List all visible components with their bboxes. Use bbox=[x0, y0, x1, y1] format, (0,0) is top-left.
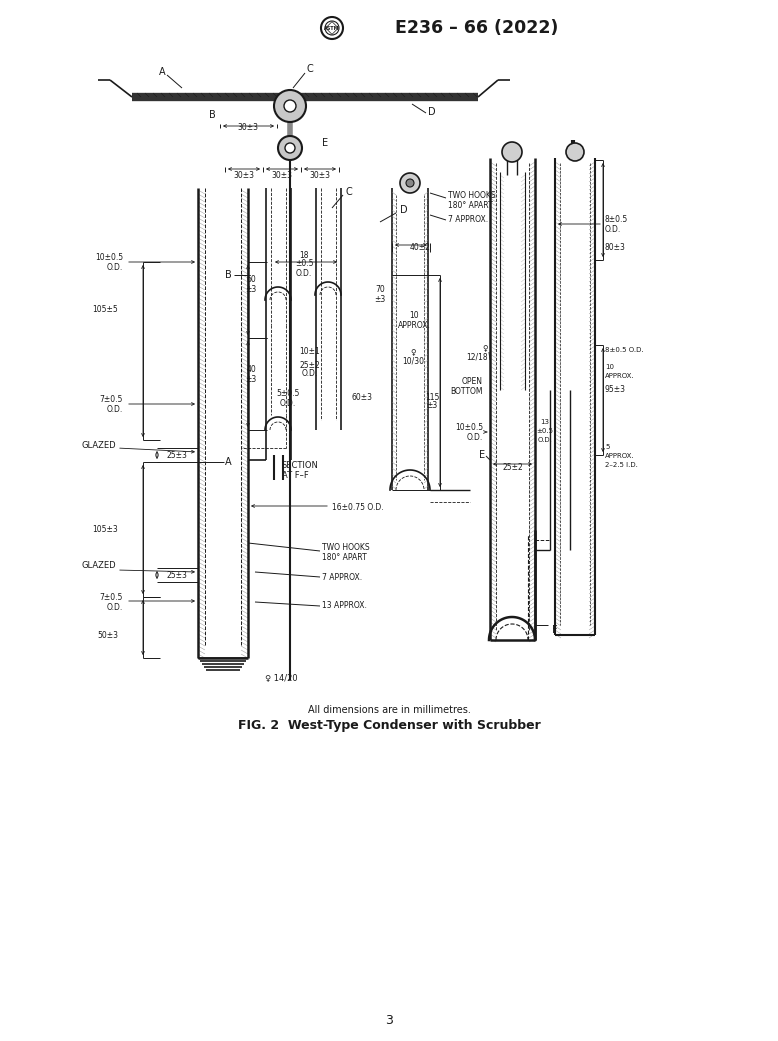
Text: 30±3: 30±3 bbox=[233, 171, 254, 179]
Text: 25±2: 25±2 bbox=[300, 360, 321, 370]
Text: 105±3: 105±3 bbox=[93, 526, 118, 534]
Text: O.D.: O.D. bbox=[107, 405, 123, 413]
Text: GLAZED: GLAZED bbox=[82, 440, 116, 450]
Text: 13: 13 bbox=[541, 418, 549, 425]
Text: 10±0.5: 10±0.5 bbox=[455, 424, 483, 432]
Text: TWO HOOKS: TWO HOOKS bbox=[322, 543, 370, 553]
Text: 16±0.75 O.D.: 16±0.75 O.D. bbox=[332, 504, 384, 512]
Text: 115: 115 bbox=[425, 392, 440, 402]
Text: 10±1: 10±1 bbox=[300, 348, 321, 356]
Text: 7 APPROX.: 7 APPROX. bbox=[448, 215, 488, 225]
Text: F: F bbox=[552, 625, 558, 635]
Text: 30±3: 30±3 bbox=[237, 124, 258, 132]
Text: O.D.: O.D. bbox=[467, 432, 483, 441]
Text: B: B bbox=[209, 110, 216, 120]
Text: O.D.: O.D. bbox=[296, 269, 312, 278]
Text: 2–2.5 I.D.: 2–2.5 I.D. bbox=[605, 462, 638, 468]
Text: 13 APPROX.: 13 APPROX. bbox=[322, 602, 367, 610]
Text: ±3: ±3 bbox=[374, 295, 386, 304]
Text: 70: 70 bbox=[375, 285, 385, 295]
Text: 10/30: 10/30 bbox=[402, 356, 424, 365]
Text: 60±3: 60±3 bbox=[352, 393, 373, 403]
Circle shape bbox=[400, 173, 420, 193]
Text: BOTTOM: BOTTOM bbox=[450, 386, 483, 396]
Text: ♀: ♀ bbox=[410, 348, 415, 356]
Circle shape bbox=[566, 143, 584, 161]
Text: ±0.5: ±0.5 bbox=[537, 428, 553, 434]
Text: 95±3: 95±3 bbox=[605, 385, 626, 395]
Text: 30±3: 30±3 bbox=[272, 171, 293, 179]
Text: 5: 5 bbox=[605, 445, 609, 450]
Text: 5±0.5: 5±0.5 bbox=[276, 389, 300, 399]
Text: 7±0.5: 7±0.5 bbox=[100, 396, 123, 405]
Text: 50±3: 50±3 bbox=[97, 631, 118, 639]
Text: All dimensions are in millimetres.: All dimensions are in millimetres. bbox=[307, 705, 471, 715]
Text: 40±2: 40±2 bbox=[409, 244, 430, 253]
Text: 180° APART: 180° APART bbox=[448, 201, 492, 209]
Text: AT F–F: AT F–F bbox=[282, 471, 309, 480]
Text: 80±3: 80±3 bbox=[605, 244, 626, 253]
Text: 30±3: 30±3 bbox=[310, 171, 331, 179]
Text: APPROX.: APPROX. bbox=[605, 453, 635, 459]
Text: 10: 10 bbox=[409, 311, 419, 321]
Text: O.D.: O.D. bbox=[538, 437, 552, 443]
Text: 10: 10 bbox=[605, 364, 614, 370]
Text: FIG. 2  West-Type Condenser with Scrubber: FIG. 2 West-Type Condenser with Scrubber bbox=[237, 719, 541, 733]
Text: E: E bbox=[322, 138, 328, 148]
Text: C: C bbox=[307, 64, 314, 74]
Text: TWO HOOKS: TWO HOOKS bbox=[448, 192, 496, 201]
Circle shape bbox=[274, 90, 306, 122]
Circle shape bbox=[285, 143, 295, 153]
Text: 3: 3 bbox=[385, 1014, 393, 1026]
Text: B: B bbox=[226, 270, 232, 280]
Text: O.D.: O.D. bbox=[280, 399, 296, 407]
Text: ±3: ±3 bbox=[426, 402, 437, 410]
Text: 12/18: 12/18 bbox=[466, 353, 488, 361]
Text: APPROX.: APPROX. bbox=[398, 321, 430, 330]
Circle shape bbox=[284, 100, 296, 112]
Text: 7±0.5: 7±0.5 bbox=[100, 592, 123, 602]
Text: O.D.: O.D. bbox=[107, 603, 123, 611]
Text: 40: 40 bbox=[247, 365, 256, 375]
Text: ASTM: ASTM bbox=[324, 25, 340, 30]
Text: 8±0.5 O.D.: 8±0.5 O.D. bbox=[605, 347, 643, 353]
Text: APPROX.: APPROX. bbox=[605, 373, 635, 379]
Text: ±0.5: ±0.5 bbox=[295, 259, 314, 269]
Text: 25±3: 25±3 bbox=[166, 572, 187, 581]
Text: E236 – 66 (2022): E236 – 66 (2022) bbox=[395, 19, 559, 37]
Text: OPEN: OPEN bbox=[462, 378, 483, 386]
Text: 60: 60 bbox=[247, 276, 256, 284]
Text: D: D bbox=[428, 107, 436, 117]
Text: O.D.: O.D. bbox=[302, 370, 318, 379]
Text: 25±3: 25±3 bbox=[166, 452, 187, 460]
Text: ♀ 14/20: ♀ 14/20 bbox=[265, 675, 298, 684]
Circle shape bbox=[406, 179, 414, 187]
Text: 7 APPROX.: 7 APPROX. bbox=[322, 573, 362, 582]
Text: 10±0.5: 10±0.5 bbox=[95, 254, 123, 262]
Text: ♀: ♀ bbox=[482, 344, 488, 353]
Text: O.D.: O.D. bbox=[107, 262, 123, 272]
Text: GLAZED: GLAZED bbox=[82, 560, 116, 569]
Text: A: A bbox=[225, 457, 231, 467]
Text: 25±2: 25±2 bbox=[503, 463, 524, 473]
Text: C: C bbox=[346, 187, 352, 197]
Circle shape bbox=[502, 142, 522, 162]
Text: 8±0.5: 8±0.5 bbox=[605, 215, 629, 225]
Text: SECTION: SECTION bbox=[282, 460, 319, 469]
Text: ±3: ±3 bbox=[245, 284, 256, 294]
Text: E: E bbox=[479, 450, 485, 460]
Text: D: D bbox=[400, 205, 408, 215]
Text: A: A bbox=[159, 67, 165, 77]
Text: ±3: ±3 bbox=[245, 375, 256, 383]
Text: 18: 18 bbox=[300, 251, 309, 259]
Text: 105±5: 105±5 bbox=[93, 305, 118, 314]
Text: 180° APART: 180° APART bbox=[322, 554, 366, 562]
Text: O.D.: O.D. bbox=[605, 225, 622, 233]
Circle shape bbox=[278, 136, 302, 160]
